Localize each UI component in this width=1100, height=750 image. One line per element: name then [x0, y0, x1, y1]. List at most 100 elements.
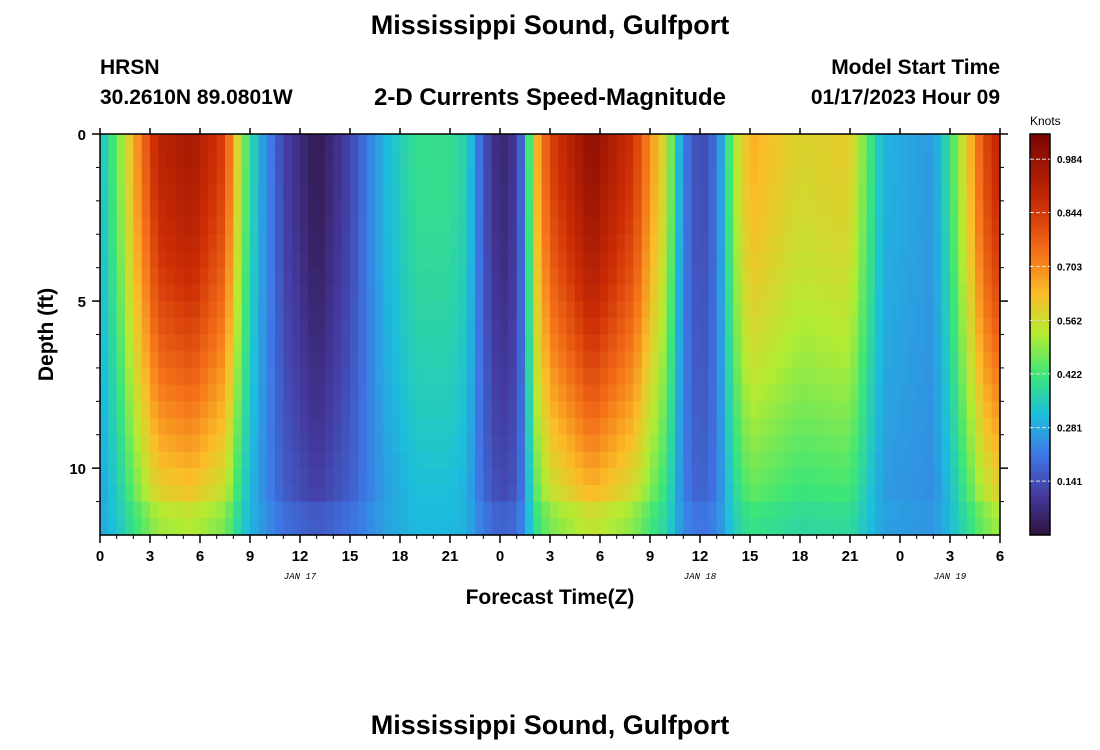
heatmap-cell: [733, 518, 743, 536]
colorbar-tick-label: 0.562: [1057, 316, 1082, 327]
heatmap-cell: [800, 267, 809, 285]
heatmap-cell: [416, 501, 426, 519]
heatmap-cell: [566, 200, 576, 219]
heatmap-cell: [208, 184, 218, 202]
heatmap-cell: [558, 518, 568, 536]
heatmap-cell: [650, 468, 659, 486]
heatmap-cell: [483, 401, 493, 419]
heatmap-cell: [125, 468, 134, 486]
heatmap-cell: [133, 434, 143, 453]
heatmap-cell: [600, 384, 609, 402]
heatmap-cell: [491, 484, 501, 503]
heatmap-cell: [366, 367, 376, 386]
heatmap-cell: [891, 451, 901, 469]
heatmap-cell: [725, 334, 734, 352]
heatmap-cell: [625, 217, 634, 235]
heatmap-cell: [325, 367, 334, 386]
heatmap-cell: [583, 451, 593, 469]
heatmap-cell: [283, 284, 293, 302]
heatmap-cell: [650, 434, 659, 453]
heatmap-cell: [383, 501, 393, 519]
heatmap-cell: [525, 134, 534, 152]
heatmap-cell: [841, 301, 851, 319]
model-start-value: 01/17/2023 Hour 09: [810, 86, 1000, 109]
heatmap-cell: [866, 384, 876, 402]
heatmap-cell: [183, 317, 193, 336]
heatmap-cell: [108, 384, 118, 402]
heatmap-cell: [391, 501, 401, 519]
heatmap-cell: [683, 367, 693, 386]
heatmap-cell: [466, 518, 476, 536]
heatmap-cell: [233, 351, 243, 369]
heatmap-cell: [316, 250, 326, 269]
heatmap-cell: [408, 200, 418, 219]
heatmap-cell: [425, 484, 434, 503]
heatmap-cell: [900, 401, 909, 419]
heatmap-cell: [925, 468, 934, 486]
heatmap-cell: [158, 200, 168, 219]
heatmap-cell: [291, 250, 301, 269]
heatmap-cell: [725, 217, 734, 235]
heatmap-cell: [491, 468, 501, 486]
heatmap-cell: [191, 217, 201, 235]
heatmap-cell: [616, 367, 626, 386]
heatmap-cell: [991, 217, 1001, 235]
heatmap-cell: [150, 418, 159, 436]
heatmap-cell: [516, 250, 526, 269]
heatmap-cell: [866, 334, 876, 352]
heatmap-cell: [375, 451, 384, 469]
heatmap-cell: [708, 384, 718, 402]
heatmap-cell: [500, 451, 509, 469]
heatmap-cell: [950, 501, 959, 519]
heatmap-cell: [775, 267, 784, 285]
heatmap-cell: [925, 518, 934, 536]
heatmap-cell: [525, 401, 534, 419]
heatmap-cell: [400, 284, 409, 302]
heatmap-cell: [491, 367, 501, 386]
heatmap-cell: [533, 418, 543, 436]
heatmap-cell: [825, 301, 834, 319]
heatmap-cell: [500, 134, 509, 152]
heatmap-cell: [200, 468, 209, 486]
heatmap-cell: [858, 134, 868, 152]
heatmap-cell: [291, 401, 301, 419]
heatmap-cell: [841, 351, 851, 369]
heatmap-cell: [691, 234, 701, 252]
heatmap-cell: [100, 334, 109, 352]
heatmap-cell: [991, 384, 1001, 402]
heatmap-cell: [708, 518, 718, 536]
heatmap-cell: [200, 501, 209, 519]
heatmap-cell: [908, 301, 918, 319]
heatmap-cell: [383, 317, 393, 336]
heatmap-cell: [733, 501, 743, 519]
x-tick-label: 3: [146, 548, 154, 565]
heatmap-cell: [208, 301, 218, 319]
heatmap-cell: [725, 384, 734, 402]
heatmap-cell: [108, 301, 118, 319]
heatmap-cell: [441, 267, 451, 285]
heatmap-cell: [725, 418, 734, 436]
heatmap-cell: [366, 451, 376, 469]
heatmap-cell: [541, 367, 551, 386]
heatmap-cell: [350, 317, 359, 336]
heatmap-cell: [150, 401, 159, 419]
heatmap-cell: [483, 234, 493, 252]
heatmap-cell: [441, 334, 451, 352]
heatmap-cell: [533, 351, 543, 369]
heatmap-cell: [133, 384, 143, 402]
heatmap-cell: [833, 167, 843, 185]
heatmap-cell: [350, 401, 359, 419]
heatmap-cell: [300, 401, 309, 419]
heatmap-cell: [733, 301, 743, 319]
heatmap-cell: [158, 234, 168, 252]
heatmap-cell: [525, 301, 534, 319]
heatmap-cell: [900, 351, 909, 369]
heatmap-cell: [133, 451, 143, 469]
heatmap-cell: [258, 518, 268, 536]
heatmap-cell: [791, 200, 801, 219]
heatmap-cell: [941, 150, 951, 169]
heatmap-cell: [358, 284, 368, 302]
heatmap-cell: [208, 284, 218, 302]
heatmap-cell: [716, 334, 726, 352]
heatmap-cell: [191, 134, 201, 152]
